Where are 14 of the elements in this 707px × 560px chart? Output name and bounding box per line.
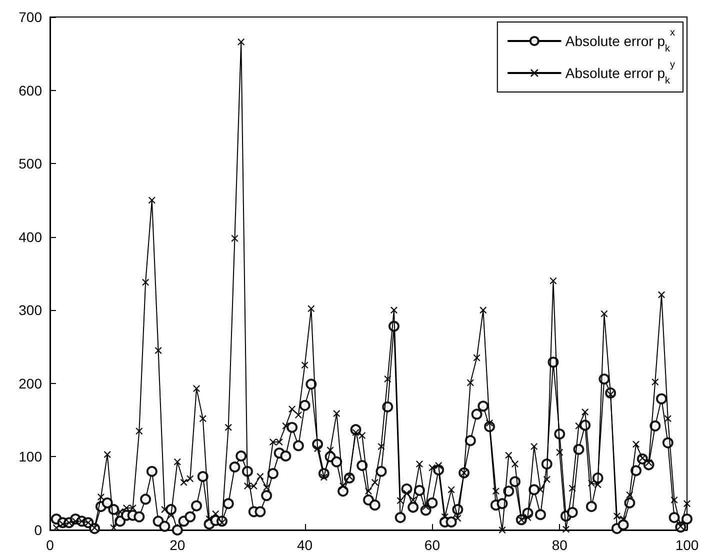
y-tick-label: 100	[18, 448, 42, 465]
y-tick-label: 700	[18, 9, 42, 25]
y-tick-label: 300	[18, 302, 42, 318]
y-tick-label: 400	[18, 228, 42, 245]
y-tick-label: 500	[18, 156, 42, 172]
x-tick-label: 40	[297, 537, 313, 553]
x-tick-label: 0	[46, 537, 54, 553]
x-tick-label: 100	[675, 537, 699, 553]
y-tick-label: 200	[18, 375, 42, 392]
x-tick-label: 60	[424, 537, 440, 553]
x-tick-label: 80	[552, 537, 568, 553]
y-tick-label: 0	[34, 522, 42, 538]
y-tick-label: 600	[18, 82, 42, 98]
x-tick-label: 20	[170, 537, 186, 553]
